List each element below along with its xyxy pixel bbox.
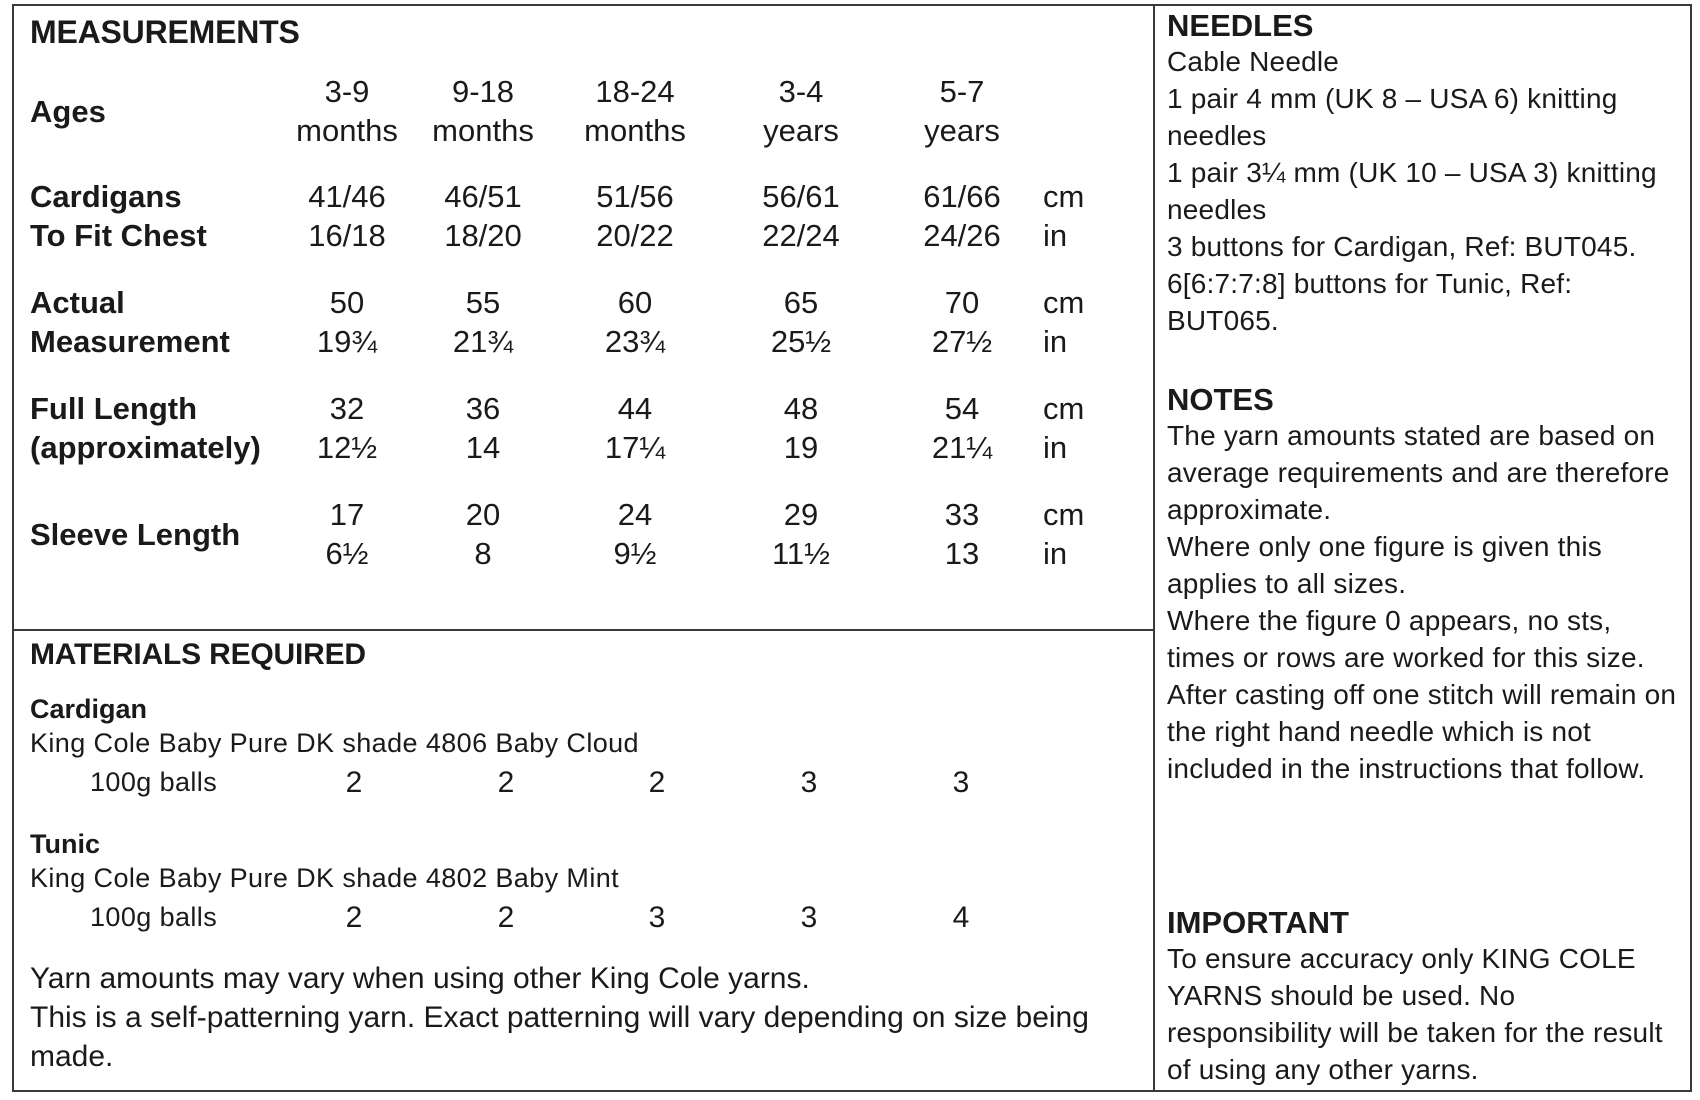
notes-line: Where only one figure is given this appl… (1167, 531, 1602, 599)
row-label-actual: Actual Measurement (30, 285, 230, 359)
important-text: To ensure accuracy only KING COLE YARNS … (1167, 943, 1663, 1085)
footnote-line-2: This is a self-patterning yarn. Exact pa… (30, 1001, 1089, 1073)
cardigan-yarn-desc: King Cole Baby Pure DK shade 4806 Baby C… (30, 728, 639, 758)
length-cell-5: 54 21¼ (931, 391, 993, 465)
age-col-1: 3-9 months (296, 74, 398, 148)
section-divider (12, 629, 1154, 631)
length-units: cm in (1043, 391, 1085, 465)
notes-line: Where the figure 0 appears, no sts, time… (1167, 605, 1645, 673)
cardigan-qty-2: 2 (497, 766, 515, 799)
age-col-3: 18-24 months (584, 74, 686, 148)
cardigan-qty-4: 3 (800, 766, 818, 799)
actual-cell-5: 70 27½ (931, 285, 993, 359)
cardigan-label: Cardigan (30, 694, 148, 724)
actual-cell-4: 65 25½ (770, 285, 832, 359)
length-cell-3: 44 17¼ (604, 391, 666, 465)
needles-line: Cable Needle (1167, 46, 1340, 77)
needles-list: Cable Needle 1 pair 4 mm (UK 8 – USA 6) … (1167, 43, 1687, 339)
chest-cell-3: 51/56 20/22 (596, 179, 674, 253)
notes-line: The yarn amounts stated are based on ave… (1167, 420, 1670, 525)
sleeve-units: cm in (1043, 497, 1085, 571)
chest-units: cm in (1043, 179, 1085, 253)
row-label-chest: Cardigans To Fit Chest (30, 179, 207, 253)
age-col-2: 9-18 months (432, 74, 534, 148)
measurements-heading: MEASUREMENTS (30, 14, 300, 50)
chest-cell-2: 46/51 18/20 (444, 179, 522, 253)
tunic-qty-1: 2 (345, 901, 363, 934)
needles-heading: NEEDLES (1167, 8, 1314, 43)
tunic-qty-5: 4 (952, 901, 970, 934)
notes-line: After casting off one stitch will remain… (1167, 679, 1677, 784)
cardigan-balls-label: 100g balls (90, 767, 218, 797)
needles-line: 1 pair 3¼ mm (UK 10 – USA 3) knitting ne… (1167, 157, 1657, 225)
actual-cell-2: 55 21¾ (452, 285, 514, 359)
actual-cell-3: 60 23¾ (604, 285, 666, 359)
needles-line: 6[6:7:7:8] buttons for Tunic, Ref: BUT06… (1167, 268, 1573, 336)
tunic-qty-2: 2 (497, 901, 515, 934)
chest-cell-1: 41/46 16/18 (308, 179, 386, 253)
tunic-yarn-desc: King Cole Baby Pure DK shade 4802 Baby M… (30, 863, 620, 893)
cardigan-qty-5: 3 (952, 766, 970, 799)
tunic-qty-4: 3 (800, 901, 818, 934)
sleeve-cell-2: 20 8 (465, 497, 501, 571)
column-divider (1153, 4, 1155, 1092)
length-cell-2: 36 14 (465, 391, 501, 465)
age-col-5: 5-7 years (924, 74, 1000, 148)
needles-line: 3 buttons for Cardigan, Ref: BUT045. (1167, 231, 1637, 262)
row-label-sleeve: Sleeve Length (30, 517, 241, 552)
length-cell-4: 48 19 (783, 391, 819, 465)
footnote-line-1: Yarn amounts may vary when using other K… (30, 962, 810, 995)
important-heading: IMPORTANT (1167, 905, 1349, 940)
tunic-qty-3: 3 (648, 901, 666, 934)
ages-label: Ages (30, 94, 106, 129)
sleeve-cell-3: 24 9½ (613, 497, 657, 571)
yarn-footnote: Yarn amounts may vary when using other K… (30, 959, 1130, 1076)
tunic-label: Tunic (30, 829, 100, 859)
tunic-balls-label: 100g balls (90, 902, 218, 932)
actual-units: cm in (1043, 285, 1085, 359)
page-frame (12, 4, 1692, 1092)
sleeve-cell-4: 29 11½ (771, 497, 831, 571)
materials-heading: MATERIALS REQUIRED (30, 638, 366, 671)
age-col-4: 3-4 years (763, 74, 839, 148)
sleeve-cell-5: 33 13 (944, 497, 980, 571)
notes-heading: NOTES (1167, 382, 1274, 417)
needles-line: 1 pair 4 mm (UK 8 – USA 6) knitting need… (1167, 83, 1618, 151)
notes-list: The yarn amounts stated are based on ave… (1167, 417, 1687, 787)
chest-cell-5: 61/66 24/26 (923, 179, 1001, 253)
cardigan-qty-3: 2 (648, 766, 666, 799)
chest-cell-4: 56/61 22/24 (762, 179, 840, 253)
cardigan-qty-1: 2 (345, 766, 363, 799)
row-label-full-length: Full Length (approximately) (30, 391, 261, 465)
actual-cell-1: 50 19¾ (316, 285, 378, 359)
sleeve-cell-1: 17 6½ (325, 497, 369, 571)
length-cell-1: 32 12½ (316, 391, 378, 465)
